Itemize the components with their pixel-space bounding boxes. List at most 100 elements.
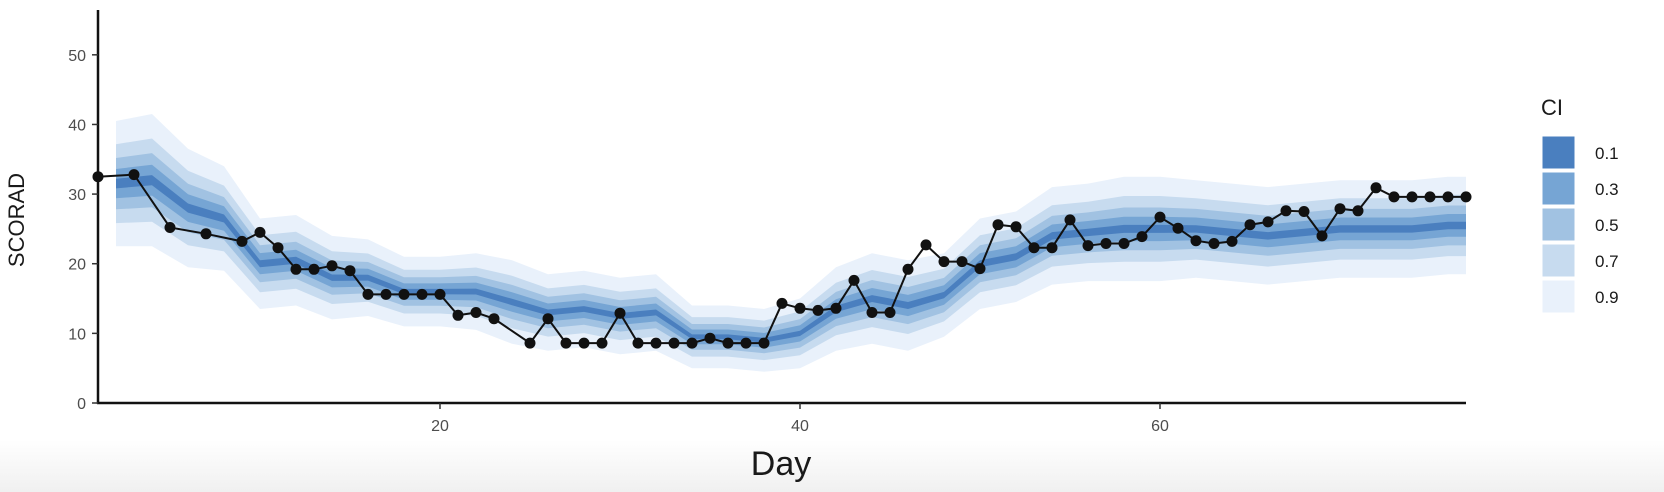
legend-key-0.1 bbox=[1541, 135, 1576, 170]
y-tick-label: 40 bbox=[68, 117, 86, 134]
x-tick-label: 60 bbox=[1151, 418, 1169, 435]
data-point bbox=[1280, 205, 1292, 217]
data-point bbox=[848, 274, 860, 286]
data-point bbox=[1172, 222, 1184, 234]
data-point bbox=[902, 263, 914, 275]
data-point bbox=[1082, 240, 1094, 252]
data-point bbox=[776, 297, 788, 309]
legend-key-0.3 bbox=[1541, 171, 1576, 206]
legend-label: 0.5 bbox=[1595, 216, 1619, 235]
data-point bbox=[560, 337, 572, 349]
page-fade bbox=[0, 440, 1664, 492]
data-point bbox=[758, 337, 770, 349]
data-point bbox=[164, 222, 176, 233]
data-point bbox=[1370, 182, 1382, 194]
data-point bbox=[1244, 219, 1256, 231]
data-point bbox=[1154, 211, 1166, 223]
data-point bbox=[1118, 238, 1130, 249]
ci-bands bbox=[116, 114, 1466, 372]
y-tick-label: 50 bbox=[68, 48, 86, 65]
legend-key-0.5 bbox=[1541, 207, 1576, 242]
y-tick-label: 20 bbox=[68, 257, 86, 274]
y-axis-title: SCORAD bbox=[4, 173, 29, 267]
data-point bbox=[362, 288, 374, 300]
x-axis-title: Day bbox=[751, 445, 811, 483]
data-point bbox=[740, 337, 752, 349]
data-point bbox=[380, 288, 392, 300]
y-tick-label: 0 bbox=[77, 396, 86, 413]
data-point bbox=[236, 235, 248, 247]
data-point bbox=[1136, 231, 1148, 243]
data-point bbox=[308, 263, 320, 275]
data-point bbox=[452, 309, 464, 321]
data-point bbox=[1262, 216, 1274, 228]
y-tick-label: 30 bbox=[68, 187, 86, 204]
data-point bbox=[1064, 214, 1076, 226]
data-point bbox=[1460, 191, 1472, 203]
legend-key-0.9 bbox=[1541, 279, 1576, 314]
data-point bbox=[1298, 206, 1310, 217]
data-point bbox=[992, 219, 1004, 231]
x-tick-label: 20 bbox=[431, 418, 449, 435]
data-point bbox=[326, 260, 338, 272]
data-point bbox=[686, 337, 698, 349]
data-point bbox=[884, 307, 896, 318]
data-point bbox=[650, 337, 662, 349]
data-point bbox=[200, 228, 212, 240]
legend-label: 0.1 bbox=[1595, 144, 1619, 163]
data-point bbox=[272, 242, 284, 254]
data-point bbox=[956, 256, 968, 268]
data-point bbox=[830, 302, 842, 314]
data-point bbox=[1334, 203, 1346, 215]
data-point bbox=[596, 337, 608, 349]
data-point bbox=[434, 288, 446, 300]
data-point bbox=[1028, 242, 1040, 254]
data-point bbox=[1190, 235, 1202, 247]
observed-series bbox=[92, 169, 1472, 349]
y-axis-ticks: 0 10 20 30 40 50 bbox=[68, 48, 98, 413]
data-point bbox=[1352, 205, 1364, 217]
data-point bbox=[542, 313, 554, 325]
data-point bbox=[416, 288, 428, 300]
data-point bbox=[794, 302, 806, 314]
data-point bbox=[1406, 191, 1418, 203]
data-point bbox=[938, 256, 950, 268]
data-point bbox=[1100, 238, 1112, 249]
data-point bbox=[632, 337, 644, 349]
data-point bbox=[290, 263, 302, 275]
data-point bbox=[524, 337, 536, 349]
data-point bbox=[254, 226, 266, 238]
legend-label: 0.3 bbox=[1595, 180, 1619, 199]
legend-title: CI bbox=[1541, 95, 1563, 120]
data-point bbox=[974, 263, 986, 275]
legend-label: 0.9 bbox=[1595, 288, 1619, 307]
x-axis-ticks: 20 40 60 bbox=[431, 403, 1169, 435]
data-point bbox=[470, 307, 482, 318]
y-tick-label: 10 bbox=[68, 326, 86, 343]
data-point bbox=[812, 304, 824, 316]
data-point bbox=[1046, 242, 1058, 254]
legend: CI 0.1 0.3 0.5 0.7 0.9 bbox=[1541, 95, 1619, 314]
data-point bbox=[704, 332, 716, 344]
data-point bbox=[1226, 235, 1238, 247]
legend-key-0.7 bbox=[1541, 243, 1576, 278]
data-point bbox=[1424, 191, 1436, 203]
data-point bbox=[1208, 238, 1220, 249]
data-point bbox=[488, 313, 500, 325]
data-point bbox=[614, 307, 626, 319]
data-point bbox=[722, 337, 734, 349]
data-point bbox=[1010, 221, 1022, 233]
data-point bbox=[578, 337, 590, 349]
data-point bbox=[920, 239, 932, 251]
data-point bbox=[398, 288, 410, 300]
legend-label: 0.7 bbox=[1595, 252, 1619, 271]
data-point bbox=[1442, 191, 1454, 203]
data-point bbox=[128, 169, 140, 181]
data-point bbox=[1388, 191, 1400, 203]
data-point bbox=[1316, 230, 1328, 242]
x-tick-label: 40 bbox=[791, 418, 809, 435]
data-point bbox=[668, 337, 680, 349]
data-point bbox=[344, 265, 356, 277]
data-point bbox=[866, 307, 878, 318]
